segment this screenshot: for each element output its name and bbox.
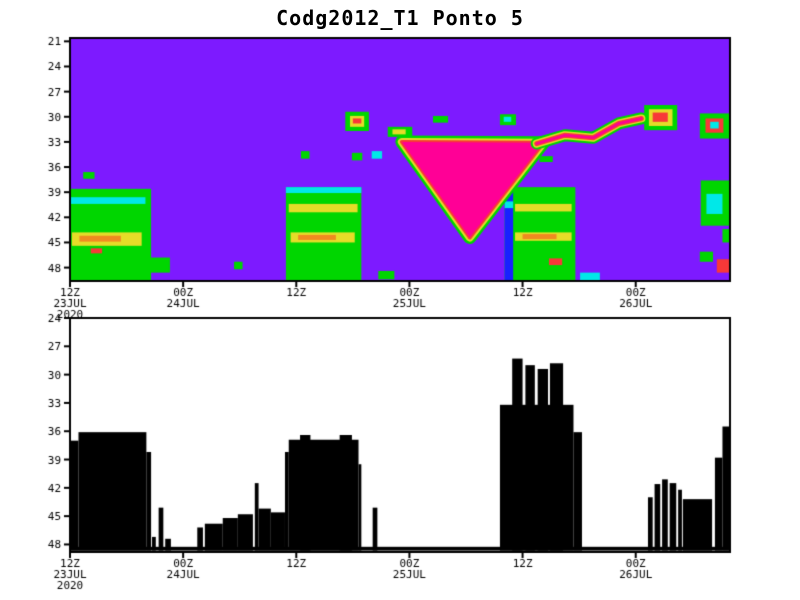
chart-title: Codg2012_T1 Ponto 5	[276, 6, 524, 30]
